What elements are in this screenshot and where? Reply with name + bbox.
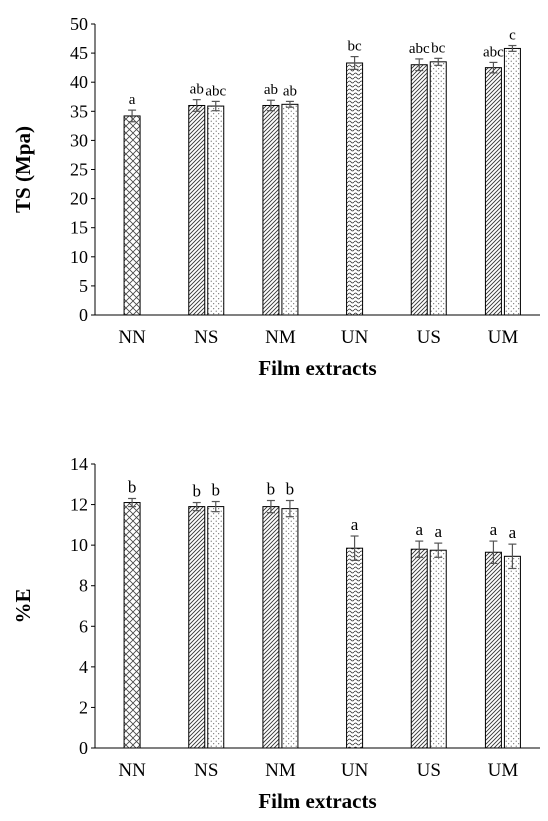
x-tick-label: NM [265, 760, 296, 781]
y-tick-label: 20 [70, 189, 88, 209]
bar-um [484, 67, 502, 316]
y-tick-label: 10 [70, 247, 88, 267]
y-tick-label: 40 [70, 72, 88, 92]
y-tick-label: 0 [79, 738, 88, 758]
bar-nm [262, 506, 280, 749]
y-tick-label: 12 [70, 495, 88, 515]
bar-nn [123, 115, 141, 316]
y-tick-label: 0 [79, 305, 88, 325]
x-tick-label: NS [194, 760, 218, 781]
bar-nm [262, 104, 280, 316]
significance-label: c [509, 28, 516, 44]
bar-us [429, 549, 447, 749]
bar-ns [188, 104, 206, 316]
x-tick-label: UM [488, 760, 519, 781]
x-tick-label: UN [341, 327, 369, 348]
significance-label: b [193, 482, 202, 501]
bar-us [410, 548, 428, 749]
y-tick-label: 8 [79, 576, 88, 596]
x-tick-label: UM [488, 327, 519, 348]
significance-label: abc [483, 44, 504, 60]
significance-label: abc [205, 83, 226, 99]
y-tick-label: 10 [70, 535, 88, 555]
y-tick-label: 14 [70, 454, 88, 474]
y-tick-label: 5 [79, 276, 88, 296]
y-tick-label: 25 [70, 160, 88, 180]
significance-label: ab [264, 82, 278, 98]
significance-label: a [434, 522, 442, 541]
significance-label: b [128, 477, 137, 496]
x-tick-label: NN [118, 327, 146, 348]
y-tick-label: 6 [79, 616, 88, 636]
bar-um [503, 47, 521, 316]
bar-us [429, 61, 447, 316]
significance-label: b [212, 481, 221, 500]
significance-label: bc [431, 40, 446, 56]
y-tick-label: 30 [70, 130, 88, 150]
significance-label: a [129, 92, 136, 108]
bar-un [346, 62, 364, 316]
y-tick-label: 35 [70, 101, 88, 121]
bar-un [346, 547, 364, 749]
ts-chart: 0 5 10 15 20 25 30 35 40 45 50 NN NS NM UN US UM a ab abc ab… [0, 0, 548, 400]
significance-label: abc [409, 41, 430, 57]
significance-label: ab [190, 82, 204, 98]
bar-ns [207, 105, 225, 316]
bar-um [503, 555, 521, 749]
x-tick-label: UN [341, 760, 369, 781]
y-tick-label: 45 [70, 43, 88, 63]
bar-ns [188, 506, 206, 749]
significance-label: b [286, 480, 295, 499]
x-tick-label: NM [265, 327, 296, 348]
elongation-chart: 0 2 4 6 8 10 12 14 NN NS NM UN US UM b b b b b a a a a a Film ex… [0, 430, 548, 821]
bar-nm [281, 103, 299, 316]
bar-um [484, 551, 502, 749]
y-tick-label: 50 [70, 14, 88, 34]
significance-label: a [351, 515, 359, 534]
significance-label: a [509, 523, 517, 542]
y-axis-title: %E [11, 588, 35, 623]
significance-label: a [415, 520, 423, 539]
x-axis-title: Film extracts [258, 356, 376, 380]
bar-ns [207, 506, 225, 749]
significance-label: a [490, 520, 498, 539]
y-tick-label: 4 [79, 657, 88, 677]
x-tick-label: US [417, 760, 441, 781]
bar-us [410, 64, 428, 316]
bar-nn [123, 502, 141, 749]
y-tick-label: 15 [70, 218, 88, 238]
bar-nm [281, 508, 299, 749]
x-axis-title: Film extracts [258, 789, 376, 813]
x-tick-label: NS [194, 327, 218, 348]
significance-label: bc [347, 39, 362, 55]
significance-label: b [267, 480, 276, 499]
y-axis-title: TS (Mpa) [11, 126, 35, 213]
x-tick-label: US [417, 327, 441, 348]
y-tick-label: 2 [79, 697, 88, 717]
significance-label: ab [283, 83, 297, 99]
x-tick-label: NN [118, 760, 146, 781]
